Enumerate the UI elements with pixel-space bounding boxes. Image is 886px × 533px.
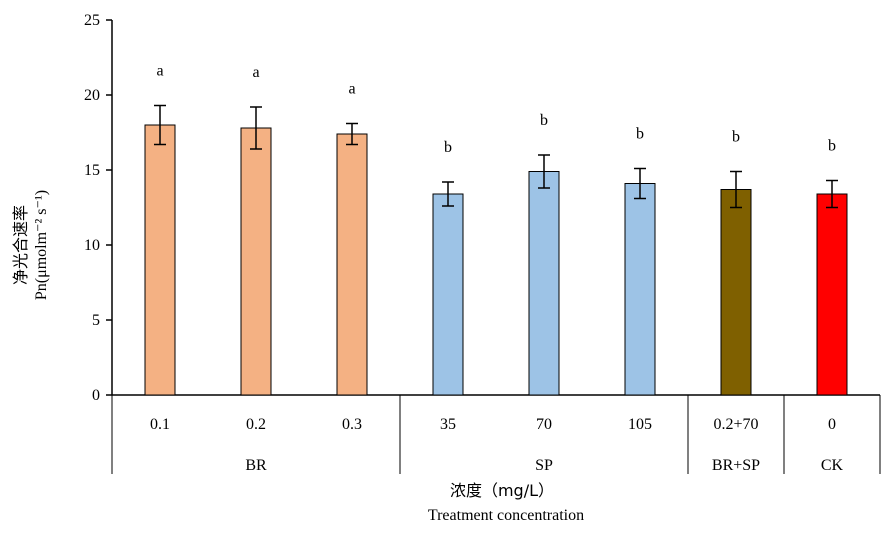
bar: [720, 189, 752, 396]
significance-label: b: [732, 129, 740, 146]
x-axis-label-cn: 浓度（mg/L）: [450, 481, 554, 500]
group-label: SP: [535, 457, 553, 474]
axes: 0 5 10 15 20 25: [84, 12, 881, 474]
y-tick-label: 0: [92, 387, 100, 404]
significance-label: b: [444, 139, 452, 156]
category-label: 70: [536, 416, 552, 433]
significance-label: b: [540, 112, 548, 129]
bar: [624, 183, 656, 396]
group-label: BR: [245, 457, 267, 474]
bar: [144, 124, 176, 396]
significance-label: a: [348, 81, 355, 98]
bar: [528, 171, 560, 396]
y-tick-label: 15: [84, 162, 100, 179]
bar: [816, 193, 848, 396]
bar: [432, 193, 464, 396]
significance-label: a: [156, 63, 163, 80]
category-label: 0.3: [342, 416, 362, 433]
category-label: 0.1: [150, 416, 170, 433]
category-label: 0: [828, 416, 836, 433]
category-label: 105: [628, 416, 652, 433]
y-tick-label: 25: [84, 12, 100, 29]
y-axis-label-cn: 净光合速率: [11, 205, 30, 285]
group-label: BR+SP: [712, 457, 760, 474]
significance-label: b: [828, 138, 836, 155]
bar: [336, 133, 368, 396]
y-tick-label: 5: [92, 312, 100, 329]
bar: [240, 127, 272, 396]
y-tick-label: 20: [84, 87, 100, 104]
y-axis-label-en: Pn(μmolm⁻² s⁻¹): [33, 190, 50, 300]
category-label: 35: [440, 416, 456, 433]
group-label: CK: [821, 457, 844, 474]
labels: a 0.1 a 0.2 a 0.3 b 35 b 70 b 105 b 0.2+70 b 0 BR SP BR+SP…: [150, 63, 844, 475]
y-tick-label: 10: [84, 237, 100, 254]
bars: [144, 104, 848, 396]
x-axis-label-en: Treatment concentration: [428, 507, 584, 524]
significance-label: b: [636, 126, 644, 143]
category-label: 0.2+70: [713, 416, 758, 433]
significance-label: a: [252, 64, 259, 81]
category-label: 0.2: [246, 416, 266, 433]
